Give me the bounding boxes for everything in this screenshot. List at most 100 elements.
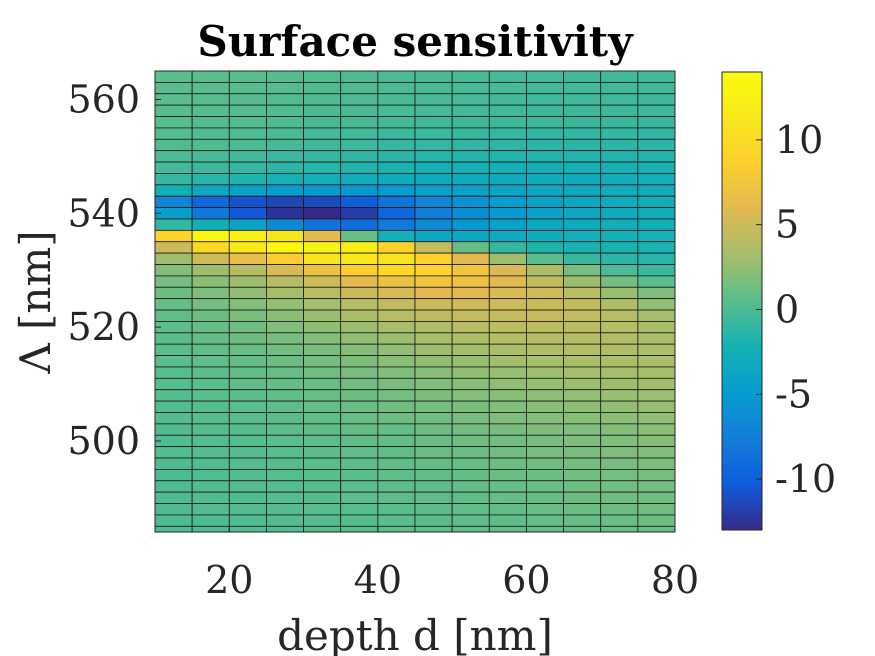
heatmap-cell bbox=[154, 138, 193, 152]
heatmap-cell bbox=[526, 195, 564, 208]
heatmap-cell bbox=[526, 400, 564, 413]
heatmap-cell bbox=[600, 286, 639, 300]
heatmap-cell bbox=[414, 70, 453, 83]
heatmap-cell bbox=[488, 480, 527, 493]
chart-title: Surface sensitivity bbox=[197, 17, 634, 66]
heatmap-cell bbox=[154, 423, 193, 436]
heatmap-cell bbox=[154, 457, 193, 470]
heatmap-cell bbox=[526, 377, 564, 391]
heatmap-cell bbox=[266, 116, 304, 129]
heatmap-cell bbox=[303, 400, 342, 413]
heatmap-cell bbox=[451, 434, 490, 448]
heatmap-cell bbox=[154, 275, 193, 288]
heatmap-cell bbox=[414, 503, 453, 516]
heatmap-cell bbox=[228, 434, 267, 448]
heatmap-cell bbox=[600, 309, 639, 322]
heatmap-cell bbox=[526, 207, 564, 220]
heatmap-cell bbox=[191, 423, 230, 436]
heatmap-cell bbox=[488, 400, 527, 413]
heatmap-cell bbox=[414, 491, 453, 504]
heatmap-cell bbox=[154, 480, 193, 493]
heatmap-cell bbox=[377, 93, 416, 106]
heatmap-cell bbox=[266, 503, 304, 516]
heatmap-cell bbox=[377, 468, 416, 482]
heatmap-cell bbox=[154, 389, 193, 402]
heatmap-cell bbox=[154, 355, 193, 368]
heatmap-cell bbox=[340, 184, 379, 197]
heatmap-cell bbox=[526, 286, 564, 300]
heatmap-cell bbox=[414, 81, 453, 95]
heatmap-cell bbox=[451, 423, 490, 436]
heatmap-cell bbox=[266, 104, 304, 117]
heatmap-cell bbox=[228, 229, 267, 243]
heatmap-cell bbox=[377, 116, 416, 129]
heatmap-cell bbox=[191, 116, 230, 129]
heatmap-cell bbox=[414, 138, 453, 152]
heatmap-cell bbox=[191, 355, 230, 368]
heatmap-cell bbox=[600, 138, 639, 152]
heatmap-cell bbox=[154, 343, 193, 356]
heatmap-cell bbox=[191, 286, 230, 300]
heatmap-cell bbox=[451, 252, 490, 265]
heatmap-cell bbox=[414, 355, 453, 368]
x-tick-label: 40 bbox=[354, 558, 402, 602]
heatmap-cell bbox=[266, 343, 304, 356]
heatmap-cell bbox=[303, 81, 342, 95]
heatmap-cell bbox=[191, 389, 230, 402]
heatmap-cell bbox=[488, 491, 527, 504]
heatmap-cell bbox=[451, 184, 490, 197]
heatmap-cell bbox=[563, 70, 602, 83]
heatmap-cell bbox=[451, 173, 490, 186]
heatmap-cell bbox=[488, 503, 527, 516]
heatmap-cell bbox=[228, 275, 267, 288]
heatmap-cell bbox=[191, 309, 230, 322]
heatmap-cell bbox=[526, 264, 564, 277]
heatmap-cell bbox=[526, 525, 564, 533]
heatmap-cell bbox=[228, 423, 267, 436]
heatmap-cell bbox=[488, 275, 527, 288]
heatmap-cell bbox=[340, 138, 379, 152]
heatmap-cell bbox=[526, 150, 564, 163]
heatmap-cell bbox=[488, 207, 527, 220]
heatmap-cell bbox=[637, 207, 676, 220]
heatmap-cell bbox=[414, 480, 453, 493]
heatmap-cell bbox=[563, 503, 602, 516]
heatmap-cell bbox=[637, 286, 676, 300]
heatmap-cell bbox=[637, 412, 676, 425]
heatmap-cell bbox=[377, 525, 416, 533]
heatmap-cell bbox=[228, 218, 267, 231]
heatmap-cell bbox=[563, 400, 602, 413]
heatmap-cell bbox=[228, 195, 267, 208]
heatmap-cell bbox=[414, 116, 453, 129]
heatmap-cell bbox=[526, 332, 564, 345]
heatmap-cell bbox=[563, 218, 602, 231]
heatmap-cell bbox=[526, 343, 564, 356]
heatmap-cell bbox=[526, 309, 564, 322]
heatmap-cell bbox=[414, 389, 453, 402]
heatmap-cell bbox=[488, 286, 527, 300]
heatmap-cell bbox=[377, 457, 416, 470]
heatmap-cell bbox=[414, 468, 453, 482]
heatmap-cell bbox=[563, 275, 602, 288]
heatmap-cell bbox=[266, 446, 304, 459]
heatmap-cell bbox=[228, 264, 267, 277]
heatmap-cell bbox=[228, 150, 267, 163]
heatmap-cell bbox=[303, 218, 342, 231]
colorbar bbox=[721, 71, 763, 531]
heatmap-cell bbox=[191, 400, 230, 413]
heatmap-cell bbox=[563, 332, 602, 345]
heatmap-cell bbox=[340, 93, 379, 106]
heatmap-cell bbox=[303, 127, 342, 140]
heatmap-cell bbox=[526, 138, 564, 152]
heatmap-cell bbox=[414, 252, 453, 265]
heatmap-cell bbox=[637, 400, 676, 413]
heatmap-cell bbox=[600, 150, 639, 163]
heatmap-cell bbox=[451, 514, 490, 527]
heatmap-cell bbox=[340, 150, 379, 163]
heatmap-cell bbox=[228, 491, 267, 504]
heatmap-cell bbox=[266, 207, 304, 220]
heatmap-cell bbox=[377, 366, 416, 379]
heatmap-cell bbox=[266, 173, 304, 186]
heatmap-cell bbox=[526, 480, 564, 493]
